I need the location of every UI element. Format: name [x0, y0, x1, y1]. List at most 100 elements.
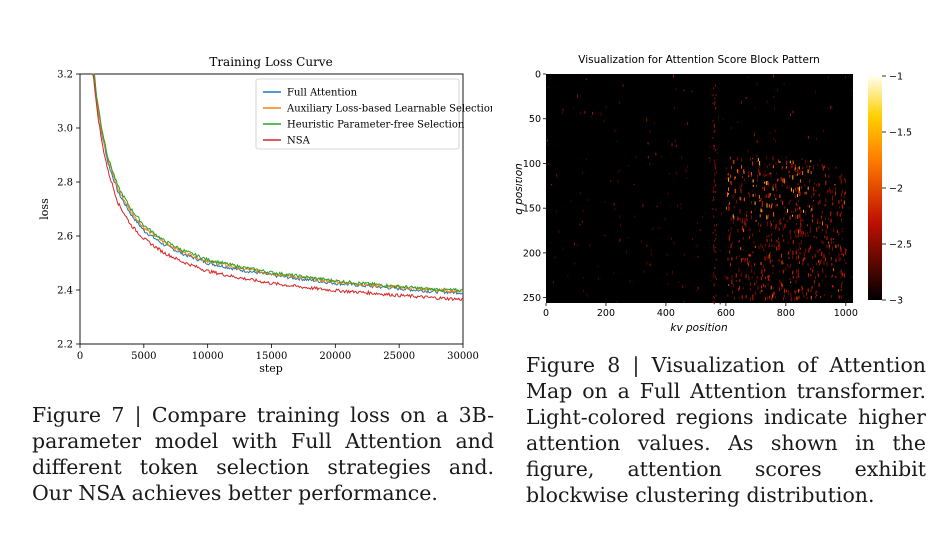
fig8-cell	[748, 167, 750, 169]
fig8-cell	[788, 256, 790, 259]
fig8-cell	[781, 283, 783, 287]
fig8-x-tick-label: 600	[717, 308, 735, 319]
fig8-cell	[779, 243, 781, 249]
fig8-cell	[819, 200, 821, 203]
fig8-cell	[769, 259, 771, 264]
fig8-cell	[772, 291, 774, 297]
fig8-cell	[779, 194, 781, 198]
fig8-cell	[810, 209, 812, 213]
fig8-cell	[619, 238, 621, 242]
fig8-cell	[779, 161, 781, 164]
fig8-cell	[841, 284, 842, 289]
fig8-cell	[713, 283, 715, 287]
fig8-cell	[793, 189, 794, 194]
fig8-cell	[851, 89, 853, 92]
fig7-y-tick-label: 2.4	[57, 286, 73, 297]
fig8-cell	[736, 256, 737, 259]
fig8-cell	[844, 192, 845, 196]
fig8-cell	[791, 296, 793, 302]
fig8-cell	[819, 221, 821, 225]
fig8-cell	[727, 193, 729, 195]
fig8-cell	[806, 191, 807, 195]
fig8-cell	[713, 196, 715, 199]
fig8-cell	[755, 219, 757, 222]
fig8-cell	[824, 204, 826, 207]
fig8-cell	[761, 209, 763, 213]
fig8-cell	[730, 227, 732, 231]
fig8-cell	[567, 274, 569, 277]
fig8-cell	[751, 233, 753, 237]
fig8-cell	[743, 178, 745, 182]
fig8-cell	[716, 149, 718, 151]
fig8-cell	[683, 301, 685, 303]
fig8-cell	[757, 222, 759, 226]
fig8-cell	[800, 240, 802, 245]
fig8-cell	[744, 222, 746, 225]
fig8-cell	[687, 165, 689, 168]
fig8-cell	[733, 216, 735, 220]
fig8-cell	[818, 183, 820, 187]
fig8-cell	[841, 230, 843, 233]
fig8-cell	[819, 159, 821, 162]
fig8-cell	[736, 156, 738, 161]
fig8-cell	[831, 285, 833, 288]
fig8-cell	[713, 296, 715, 299]
fig8-cell	[758, 245, 760, 250]
fig8-cell	[752, 251, 754, 254]
fig8-cell	[712, 231, 714, 234]
fig8-cell	[610, 180, 612, 183]
fig8-cell	[729, 156, 731, 160]
fig8-cell	[819, 248, 821, 252]
fig8-cell	[786, 160, 788, 165]
fig8-cell	[771, 238, 772, 242]
fig8-cell	[792, 214, 793, 217]
fig8-y-tick-label: 250	[523, 293, 541, 304]
fig8-cell	[818, 225, 820, 230]
fig7-legend: Full Attention Auxiliary Loss-based Learn…	[255, 78, 492, 150]
fig8-cell	[838, 200, 840, 204]
fig8-cell	[684, 168, 686, 171]
fig8-cell	[835, 191, 837, 196]
fig8-cell	[759, 199, 761, 202]
fig8-cell	[789, 278, 791, 281]
fig8-cell	[792, 175, 794, 180]
fig8-cell	[844, 177, 845, 181]
fig8-cell	[775, 224, 777, 228]
fig8-x-ticks: 0 200 400 600 800 1000	[543, 303, 858, 319]
fig8-cell	[840, 257, 842, 261]
fig8-cell	[757, 158, 759, 162]
fig8-cell	[748, 228, 750, 231]
fig8-cell	[789, 215, 791, 220]
fig8-cell	[754, 263, 756, 267]
fig8-cell	[771, 297, 773, 301]
fig8-cell	[770, 174, 772, 177]
fig8-cell	[821, 278, 823, 282]
fig8-cell	[778, 245, 780, 247]
fig8-cell	[799, 206, 801, 210]
fig8-cell	[812, 200, 814, 202]
fig8-cell	[772, 294, 774, 298]
fig8-cell	[764, 171, 766, 173]
fig8-cell	[733, 221, 735, 224]
fig8-cell	[822, 256, 824, 259]
fig8-cell	[794, 297, 796, 301]
fig8-cell	[771, 260, 773, 262]
fig8-cell	[653, 122, 655, 124]
fig8-cell	[731, 275, 733, 279]
fig8-cell	[767, 296, 769, 300]
fig8-cell	[799, 179, 801, 183]
fig8-cell	[711, 279, 712, 281]
fig8-cell	[795, 189, 797, 192]
fig8-cell	[752, 294, 754, 297]
fig8-y-tick-label: 200	[523, 248, 541, 259]
fig8-cell	[771, 203, 773, 206]
fig8-cell	[792, 110, 794, 114]
fig8-cell	[552, 281, 554, 284]
fig8-cell	[781, 253, 782, 259]
fig8-cell	[819, 263, 821, 266]
fig8-cell	[813, 235, 815, 238]
fig8-cell	[713, 245, 715, 248]
fig8-cell	[730, 174, 731, 179]
fig8-cell	[797, 228, 799, 233]
fig8-cell	[726, 177, 728, 180]
